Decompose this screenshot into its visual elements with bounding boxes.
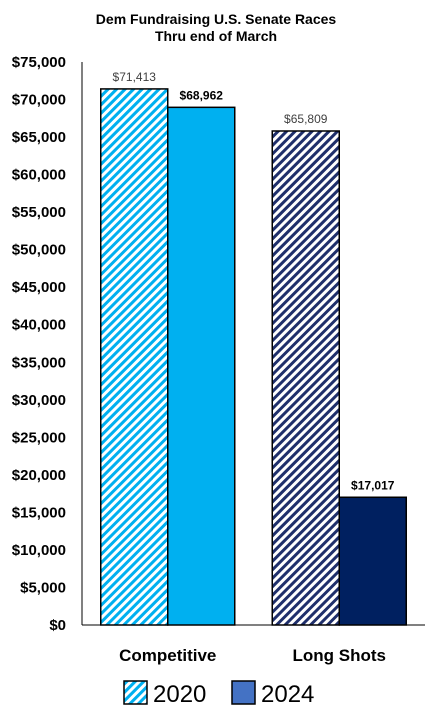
- y-tick-label: $55,000: [12, 204, 66, 221]
- bar-2020-competitive: [100, 88, 169, 626]
- y-tick-label: $70,000: [12, 92, 66, 109]
- y-tick-label: $15,000: [12, 504, 66, 521]
- legend-swatch-2024: [231, 680, 256, 705]
- y-tick-label: $10,000: [12, 542, 66, 559]
- y-tick-label: $25,000: [12, 429, 66, 446]
- y-tick-label: $45,000: [12, 279, 66, 296]
- legend-label-2020: 2020: [153, 681, 206, 708]
- y-tick-label: $50,000: [12, 242, 66, 259]
- chart-title: Dem Fundraising U.S. Senate Races: [96, 11, 337, 27]
- data-labels-group: $71,413 $68,962 $65,809 $17,017: [113, 70, 395, 492]
- data-label: $65,809: [284, 112, 328, 126]
- bar-2020-long-shots: [271, 130, 340, 626]
- y-tick-label: $5,000: [20, 579, 66, 596]
- y-tick-label: $40,000: [12, 317, 66, 334]
- x-axis-tick-labels: Competitive Long Shots: [119, 646, 386, 665]
- y-tick-label: $20,000: [12, 467, 66, 484]
- y-tick-label: $30,000: [12, 392, 66, 409]
- x-tick-label: Long Shots: [293, 646, 386, 665]
- y-tick-label: $60,000: [12, 167, 66, 184]
- bar-2024-competitive: [167, 106, 236, 626]
- x-tick-label: Competitive: [119, 646, 216, 665]
- legend-swatch-2020: [123, 680, 148, 705]
- chart-subtitle: Thru end of March: [155, 28, 277, 44]
- data-label: $71,413: [113, 70, 157, 84]
- bars-group: [100, 88, 407, 626]
- y-tick-label: $65,000: [12, 129, 66, 146]
- legend-label-2024: 2024: [261, 681, 314, 708]
- data-label: $68,962: [180, 88, 224, 102]
- y-tick-label: $75,000: [12, 54, 66, 71]
- data-label: $17,017: [351, 478, 395, 492]
- y-axis-tick-labels: $0 $5,000 $10,000 $15,000 $20,000 $25,000 $30,…: [12, 54, 66, 634]
- bar-2024-long-shots: [338, 496, 407, 626]
- y-tick-label: $35,000: [12, 354, 66, 371]
- y-tick-label: $0: [49, 617, 66, 634]
- legend: 2020 2024: [123, 680, 314, 708]
